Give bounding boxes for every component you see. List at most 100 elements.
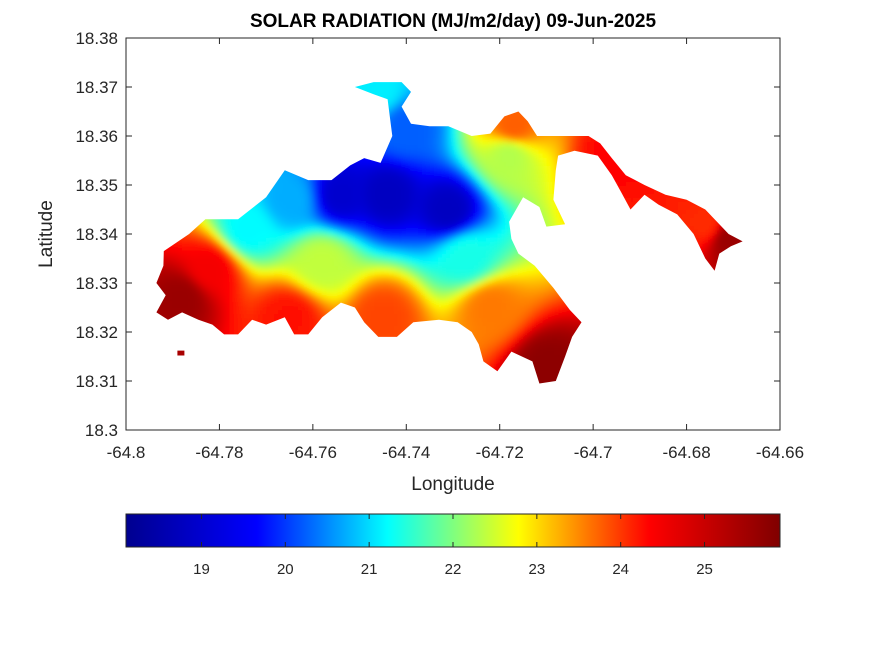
radiation-cell (318, 218, 323, 223)
radiation-cell (186, 310, 191, 315)
radiation-cell (186, 290, 191, 295)
radiation-cell (302, 190, 307, 195)
radiation-cell (166, 278, 171, 283)
radiation-cell (282, 178, 287, 183)
radiation-cell (274, 202, 279, 207)
radiation-cell (210, 258, 215, 263)
radiation-cell (246, 314, 251, 319)
radiation-cell (318, 254, 323, 259)
radiation-cell (266, 218, 271, 223)
radiation-cell (298, 246, 303, 251)
radiation-cell (226, 226, 231, 231)
radiation-cell (246, 278, 251, 283)
radiation-cell (282, 226, 287, 231)
radiation-cell (286, 226, 291, 231)
radiation-cell (246, 230, 251, 235)
radiation-cell (190, 246, 195, 251)
radiation-cell (170, 294, 175, 299)
radiation-cell (310, 270, 315, 275)
radiation-cell (218, 274, 223, 279)
radiation-cell (246, 210, 251, 215)
radiation-cell (318, 310, 323, 315)
radiation-cell (218, 322, 223, 327)
radiation-cell (254, 266, 259, 271)
radiation-cell (202, 242, 207, 247)
radiation-cell (230, 302, 235, 307)
radiation-cell (290, 234, 295, 239)
radiation-cell (270, 270, 275, 275)
radiation-cell (322, 266, 327, 271)
radiation-cell (242, 290, 247, 295)
radiation-cell (234, 298, 239, 303)
radiation-cell (182, 262, 187, 267)
radiation-cell (262, 318, 267, 323)
radiation-cell (226, 310, 231, 315)
radiation-cell (254, 238, 259, 243)
radiation-cell (246, 318, 251, 323)
radiation-cell (270, 202, 275, 207)
radiation-cell (254, 286, 259, 291)
radiation-cell (322, 242, 327, 247)
radiation-cell (314, 202, 319, 207)
radiation-cell (222, 314, 227, 319)
radiation-cell (326, 178, 331, 183)
radiation-cell (198, 246, 203, 251)
radiation-cell (230, 266, 235, 271)
radiation-cell (242, 306, 247, 311)
radiation-cell (222, 286, 227, 291)
radiation-cell (314, 254, 319, 259)
radiation-cell (206, 250, 211, 255)
radiation-cell (314, 266, 319, 271)
radiation-cell (238, 322, 243, 327)
radiation-cell (274, 218, 279, 223)
radiation-cell (186, 246, 191, 251)
radiation-cell (322, 298, 327, 303)
radiation-cell (178, 302, 183, 307)
radiation-cell (306, 234, 311, 239)
radiation-cell (274, 298, 279, 303)
radiation-cell (294, 226, 299, 231)
radiation-cell (170, 314, 175, 319)
radiation-cell (326, 238, 331, 243)
radiation-cell (242, 234, 247, 239)
radiation-cell (246, 310, 251, 315)
radiation-cell (326, 306, 331, 311)
radiation-cell (286, 278, 291, 283)
radiation-cell (298, 254, 303, 259)
radiation-cell (302, 226, 307, 231)
radiation-cell (286, 314, 291, 319)
radiation-cell (322, 210, 327, 215)
radiation-cell (290, 290, 295, 295)
radiation-cell (222, 234, 227, 239)
radiation-cell (222, 258, 227, 263)
radiation-cell (314, 306, 319, 311)
radiation-cell (322, 278, 327, 283)
radiation-cell (190, 298, 195, 303)
radiation-cell (222, 310, 227, 315)
radiation-cell (318, 230, 323, 235)
radiation-cell (218, 298, 223, 303)
radiation-cell (242, 246, 247, 251)
radiation-cell (298, 318, 303, 323)
radiation-cell (282, 258, 287, 263)
radiation-cell (294, 198, 299, 203)
radiation-cell (262, 210, 267, 215)
radiation-cell (322, 194, 327, 199)
radiation-cell (242, 310, 247, 315)
radiation-cell (242, 286, 247, 291)
radiation-cell (222, 242, 227, 247)
radiation-cell (198, 258, 203, 263)
radiation-cell (182, 238, 187, 243)
radiation-cell (198, 254, 203, 259)
radiation-cell (202, 246, 207, 251)
radiation-cell (266, 314, 271, 319)
radiation-cell (266, 194, 271, 199)
radiation-cell (262, 218, 267, 223)
radiation-cell (282, 254, 287, 259)
radiation-cell (282, 262, 287, 267)
radiation-cell (218, 222, 223, 227)
radiation-cell (226, 286, 231, 291)
radiation-cell (202, 230, 207, 235)
radiation-cell (238, 282, 243, 287)
radiation-cell (210, 294, 215, 299)
